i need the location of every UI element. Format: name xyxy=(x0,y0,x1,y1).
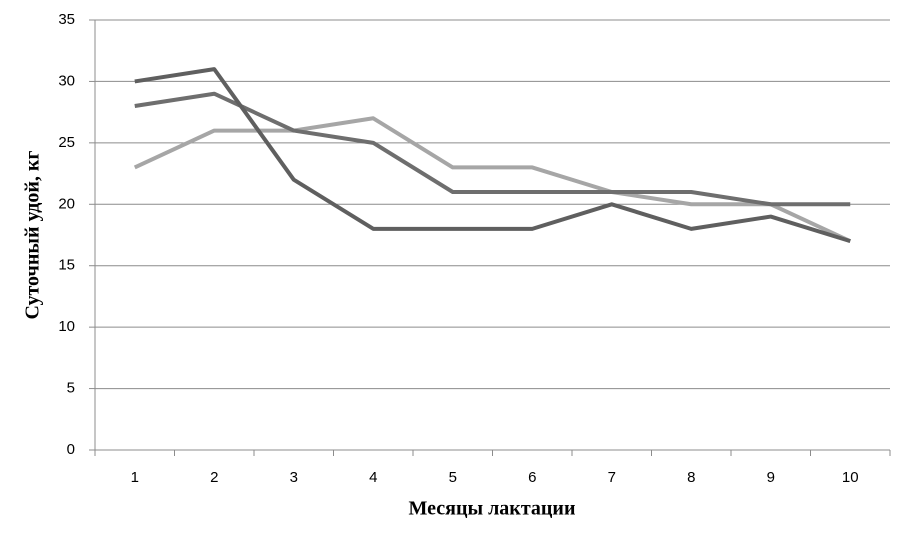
x-tick-label: 6 xyxy=(528,469,536,486)
y-tick-label: 20 xyxy=(58,195,75,212)
y-tick-label: 5 xyxy=(67,380,75,397)
x-tick-label: 2 xyxy=(210,469,218,486)
x-tick-label: 7 xyxy=(608,469,616,486)
y-axis-title: Суточный удой, кг xyxy=(22,151,44,320)
x-tick-label: 10 xyxy=(842,469,859,486)
y-tick-label: 10 xyxy=(58,318,75,335)
x-tick-label: 5 xyxy=(449,469,457,486)
x-tick-label: 9 xyxy=(767,469,775,486)
series-line xyxy=(134,91,851,207)
x-axis-title: Месяцы лактации xyxy=(409,498,576,520)
x-tick-label: 8 xyxy=(687,469,695,486)
x-tick-label: 1 xyxy=(131,469,139,486)
series-line xyxy=(133,116,852,243)
y-tick-label: 25 xyxy=(58,134,75,151)
y-tick-label: 0 xyxy=(67,441,75,458)
x-tick-label: 4 xyxy=(369,469,377,486)
y-tick-label: 35 xyxy=(58,11,75,28)
series-line xyxy=(134,67,851,244)
y-tick-label: 15 xyxy=(58,257,75,274)
y-tick-label: 30 xyxy=(58,72,75,89)
x-tick-label: 3 xyxy=(290,469,298,486)
